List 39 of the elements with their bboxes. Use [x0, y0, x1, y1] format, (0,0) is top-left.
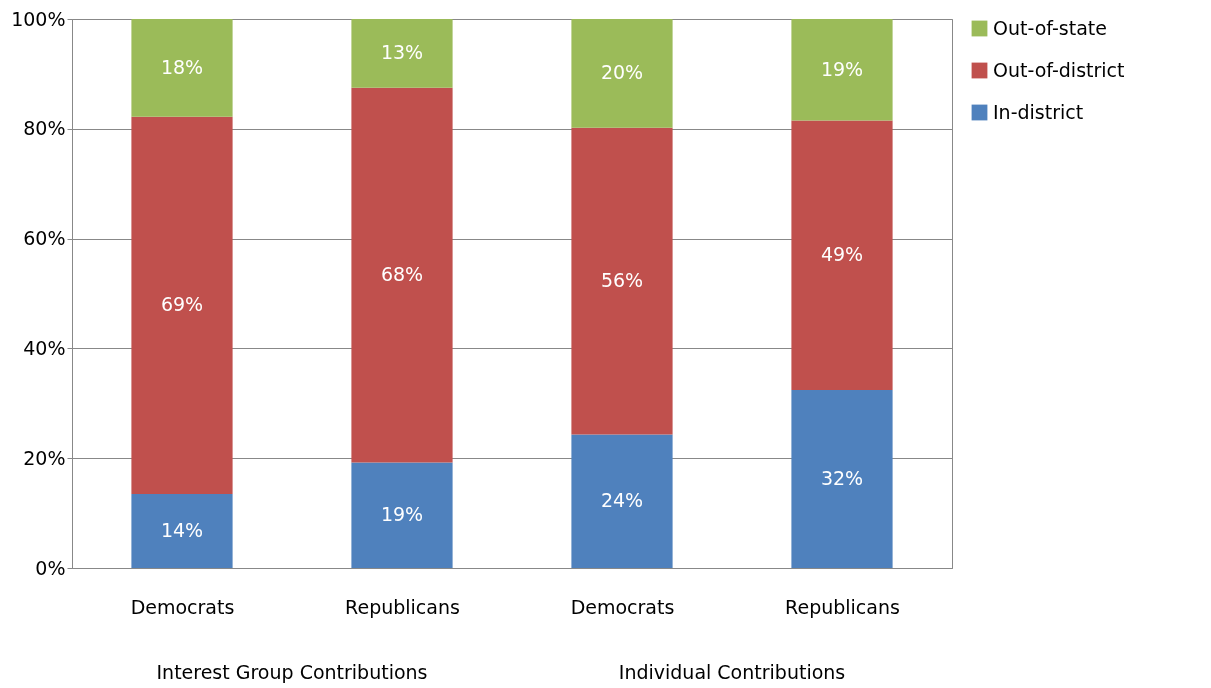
x-tick-label: Democrats: [570, 595, 675, 618]
y-tick-label: 40%: [23, 336, 66, 359]
bar: [351, 87, 453, 463]
bar: [131, 19, 233, 117]
bar: [571, 19, 673, 128]
y-tick-label: 80%: [23, 117, 66, 140]
legend-label: In-district: [993, 100, 1084, 123]
legend-label: Out-of-district: [993, 58, 1125, 81]
data-label: 18%: [160, 55, 204, 78]
x-tick-label: Democrats: [130, 595, 235, 618]
data-label: 13%: [380, 41, 424, 64]
data-label: 14%: [160, 518, 204, 541]
y-tick-label: 100%: [11, 7, 66, 30]
y-tick-label: 20%: [23, 446, 66, 469]
bar: [351, 462, 453, 568]
data-label: 32%: [820, 467, 864, 490]
x-tick-label: Republicans: [345, 595, 460, 618]
text: Interest Group Contributions: [156, 661, 428, 683]
bar: [791, 390, 893, 568]
y-tick-label: 60%: [23, 227, 66, 250]
data-label: 69%: [160, 293, 204, 316]
legend-label: Out-of-state: [993, 16, 1107, 39]
data-label: 56%: [600, 269, 644, 292]
bar: [351, 19, 453, 88]
bar: [791, 120, 893, 391]
bar: [131, 493, 233, 568]
data-label: 20%: [600, 61, 644, 84]
y-tick-label: 0%: [35, 556, 66, 579]
data-label: 19%: [820, 57, 864, 80]
x-tick-label: Republicans: [785, 595, 900, 618]
data-label: 19%: [380, 503, 424, 526]
data-label: 49%: [820, 243, 864, 266]
bar: [571, 434, 673, 568]
data-label: 68%: [380, 263, 424, 286]
bar: [131, 116, 233, 494]
text: Individual Contributions: [618, 661, 846, 683]
data-label: 24%: [600, 489, 644, 512]
bar: [571, 127, 673, 435]
bar: [791, 19, 893, 121]
